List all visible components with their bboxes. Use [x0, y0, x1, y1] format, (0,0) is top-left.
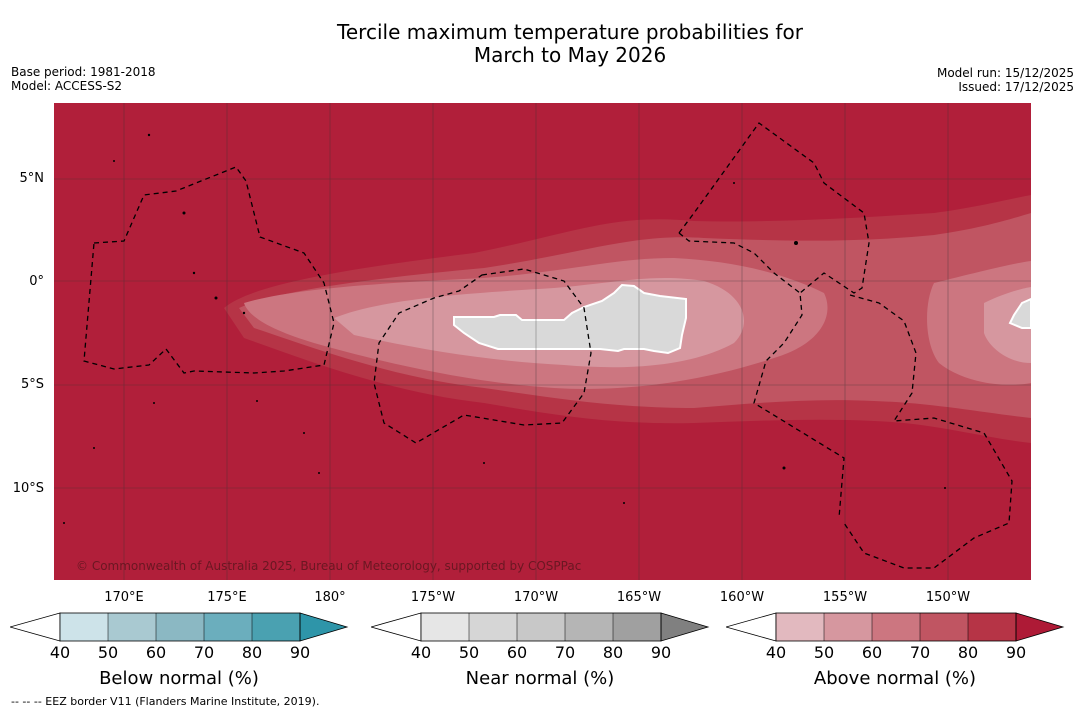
cb-below-swatch-3 [204, 613, 252, 641]
lon-label-180: 180° [314, 590, 346, 605]
cb-below-swatch-2 [156, 613, 204, 641]
cb-above-tick-50: 50 [813, 643, 835, 662]
cb-near-tick-60: 60 [506, 643, 528, 662]
island-specks [63, 133, 946, 524]
cb-near-tick-70: 70 [554, 643, 576, 662]
cb-below-swatch-1 [108, 613, 156, 641]
cb-above-swatch-2 [872, 613, 920, 641]
copyright-notice: © Commonwealth of Australia 2025, Bureau… [76, 559, 581, 573]
cb-near-tick-80: 80 [602, 643, 624, 662]
cb-above-swatch-1 [824, 613, 872, 641]
lon-label-170e: 170°E [104, 590, 144, 605]
colorbar-title-near: Near normal (%) [465, 668, 615, 689]
cb-below-tick-60: 60 [145, 643, 167, 662]
cb-above-tick-80: 80 [957, 643, 979, 662]
base-period: Base period: 1981-2018 [11, 65, 156, 79]
colorbar-near-normal [371, 612, 710, 642]
map-title: Tercile maximum temperature probabilitie… [0, 21, 1085, 67]
eez-borders [83, 122, 1013, 569]
lon-label-155w: 155°W [822, 590, 868, 605]
cb-above-swatch-0 [776, 613, 824, 641]
colorbar-above-normal [726, 612, 1065, 642]
cb-below-tick-90: 90 [289, 643, 311, 662]
lat-label-10s: 10°S [12, 481, 44, 496]
model-run: Model run: 15/12/2025 [936, 66, 1074, 80]
meta-left: Base period: 1981-2018 Model: ACCESS-S2 [11, 65, 156, 93]
cb-near-swatch-2 [517, 613, 565, 641]
title-line-1: Tercile maximum temperature probabilitie… [337, 20, 803, 44]
lon-label-165w: 165°W [616, 590, 662, 605]
cb-above-tick-40: 40 [765, 643, 787, 662]
lat-label-5n: 5°N [19, 171, 45, 186]
colorbar-below-normal [10, 612, 349, 642]
graticule [54, 103, 1031, 580]
lat-label-5s: 5°S [20, 377, 44, 392]
eez-footnote: -- -- -- EEZ border V11 (Flanders Marine… [11, 695, 320, 708]
near-normal-region-east [1008, 297, 1031, 329]
eez-border-tuvalu [83, 166, 335, 374]
cb-near-swatch-3 [565, 613, 613, 641]
model-name: Model: ACCESS-S2 [11, 79, 123, 93]
eez-border-phoenix [678, 122, 870, 519]
lon-label-150w: 150°W [925, 590, 971, 605]
near-normal-region [453, 283, 687, 355]
cb-near-swatch-0 [421, 613, 469, 641]
cb-near-tick-90: 90 [650, 643, 672, 662]
cb-above-swatch-3 [920, 613, 968, 641]
issued-date: Issued: 17/12/2025 [958, 80, 1074, 94]
lon-label-175e: 175°E [207, 590, 247, 605]
lon-label-175w: 175°W [410, 590, 456, 605]
lon-label-170w: 170°W [513, 590, 559, 605]
meta-right: Model run: 15/12/2025 Issued: 17/12/2025 [937, 66, 1074, 94]
cb-above-tick-90: 90 [1005, 643, 1027, 662]
cb-below-swatch-4 [252, 613, 300, 641]
eez-border-cook [843, 294, 1013, 569]
cb-near-swatch-4 [613, 613, 661, 641]
lon-label-160w: 160°W [719, 590, 765, 605]
cb-above-tick-60: 60 [861, 643, 883, 662]
cb-near-swatch-1 [469, 613, 517, 641]
cb-below-tick-50: 50 [97, 643, 119, 662]
cb-below-tick-70: 70 [193, 643, 215, 662]
cb-below-tick-40: 40 [49, 643, 71, 662]
title-line-2: March to May 2026 [473, 43, 667, 67]
cb-above-tick-70: 70 [909, 643, 931, 662]
cb-above-swatch-4 [968, 613, 1016, 641]
probability-map: © Commonwealth of Australia 2025, Bureau… [54, 103, 1031, 580]
colorbar-title-above: Above normal (%) [813, 668, 977, 689]
colorbar-title-below: Below normal (%) [99, 668, 259, 689]
cb-near-tick-50: 50 [458, 643, 480, 662]
lat-label-0: 0° [29, 274, 44, 289]
cb-near-tick-40: 40 [410, 643, 432, 662]
eez-border-extra [678, 232, 801, 294]
cb-below-swatch-0 [60, 613, 108, 641]
cb-below-tick-80: 80 [241, 643, 263, 662]
